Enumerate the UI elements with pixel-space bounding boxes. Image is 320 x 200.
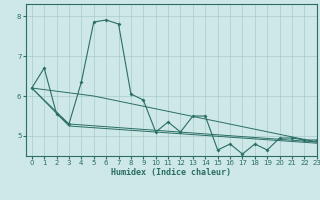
X-axis label: Humidex (Indice chaleur): Humidex (Indice chaleur) [111, 168, 231, 177]
